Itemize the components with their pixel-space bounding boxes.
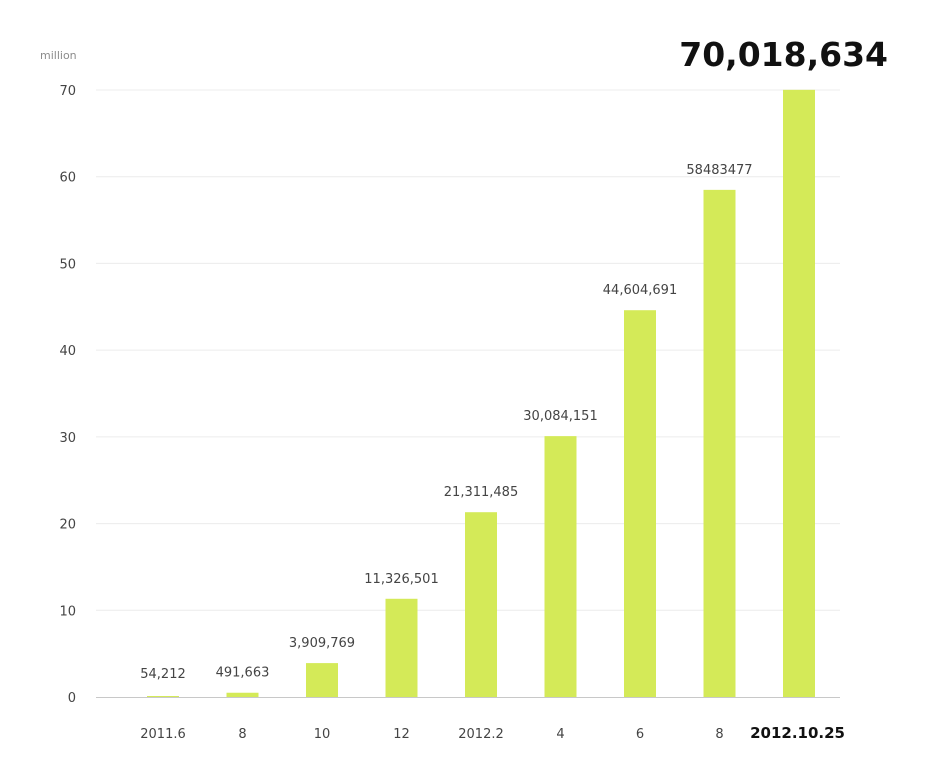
x-tick-label: 12	[393, 727, 410, 742]
data-labels: 54,212 491,663 3,909,769 11,326,501 21,311,4…	[140, 35, 888, 682]
data-label: 54,212	[140, 667, 186, 682]
data-label: 21,311,485	[444, 485, 518, 500]
bar	[147, 696, 179, 697]
y-tick-label: 10	[59, 604, 76, 619]
x-tick-label: 2011.6	[140, 727, 186, 742]
x-tick-label: 4	[556, 727, 564, 742]
bar	[385, 598, 418, 697]
data-label: 3,909,769	[289, 636, 355, 651]
bar	[465, 512, 497, 697]
bar	[624, 310, 656, 697]
y-axis-ticks: 0 10 20 30 40 50 60 70	[59, 84, 76, 706]
data-label: 11,326,501	[364, 572, 438, 587]
x-axis-ticks: 2011.6 8 10 12 2012.2 4 6 8 2012.10.25	[140, 724, 845, 742]
total-value-label: 70,018,634	[679, 35, 888, 74]
data-label: 44,604,691	[603, 283, 677, 298]
data-label: 30,084,151	[523, 409, 597, 424]
bar	[306, 663, 338, 697]
y-tick-label: 20	[59, 518, 76, 533]
x-tick-label: 10	[314, 727, 331, 742]
y-tick-label: 40	[59, 344, 76, 359]
x-tick-label: 2012.2	[458, 727, 504, 742]
y-axis-unit-label: million	[40, 49, 77, 62]
y-tick-label: 50	[59, 257, 76, 272]
y-tick-label: 30	[59, 431, 76, 446]
gridlines	[96, 89, 840, 611]
x-tick-label: 6	[636, 727, 644, 742]
bar	[544, 436, 577, 697]
y-tick-label: 70	[59, 84, 76, 99]
x-tick-label: 8	[238, 727, 246, 742]
data-label: 58483477	[686, 163, 752, 178]
bars	[147, 89, 815, 698]
bar	[226, 692, 259, 697]
y-tick-label: 60	[59, 171, 76, 186]
y-tick-label: 0	[68, 691, 76, 706]
data-label: 491,663	[216, 666, 270, 681]
bar	[703, 189, 736, 698]
x-tick-label: 8	[715, 727, 723, 742]
bar	[783, 89, 815, 697]
x-tick-label: 2012.10.25	[750, 724, 845, 742]
